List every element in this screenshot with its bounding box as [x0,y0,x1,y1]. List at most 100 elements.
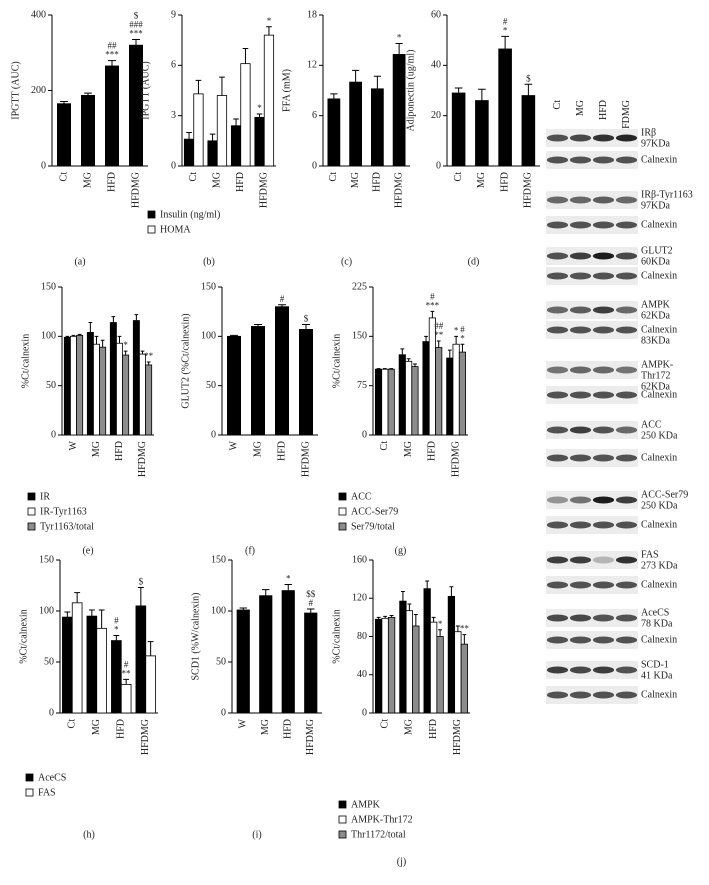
blot-target-label: ACC-Ser79 [641,489,688,500]
error-bar [209,133,216,141]
significance-mark: $ [134,11,139,21]
error-bar [462,634,467,645]
x-tick-label: HFDMG [523,172,534,208]
blot-band [546,454,569,462]
bar [71,602,83,714]
bar [216,95,228,167]
y-tick-label: 120 [352,593,367,604]
bar [132,320,140,436]
blot-target-label: 62KDa [641,310,670,321]
x-tick-label: HFD [276,441,287,461]
significance-mark: ** [144,351,154,361]
legend-swatch [338,507,347,516]
bar [387,616,396,714]
blot-band [615,156,638,164]
y-tick-label: 0 [362,429,367,440]
error-bar [64,611,71,618]
error-bar [88,322,93,333]
x-tick-label: HFD [114,441,125,461]
x-tick-label: Ct [67,719,78,729]
x-tick-label: MG [403,441,414,457]
bar [398,354,406,436]
blot-band [615,614,638,622]
bar [451,92,466,167]
blot-band [615,556,638,564]
bar [422,341,430,436]
blot-band [546,521,569,529]
error-bar [134,314,139,321]
significance-mark: ## [108,41,118,51]
error-bar [262,589,270,596]
y-tick-label: 200 [31,85,46,96]
bar [93,343,100,436]
panel-label: (b) [203,256,215,267]
bar [435,347,443,436]
legend-label: Tyr1163/total [40,521,94,532]
error-bar [266,26,272,36]
bar [327,98,341,167]
significance-mark: *** [426,300,440,310]
legend-swatch [338,522,347,531]
blot-band [592,196,615,204]
error-bar [302,323,310,330]
blot-band [546,614,569,622]
y-tick-label: 18 [307,9,317,20]
error-bar [455,625,460,632]
significance-mark: ** [122,668,132,678]
y-tick-label: 0 [49,707,54,718]
blot-band [546,306,569,314]
error-bar [501,35,509,49]
significance-mark: # [309,598,314,608]
blot-background [546,686,638,704]
bar [274,306,289,436]
bar [304,612,318,714]
significance-mark: * [397,33,402,43]
x-tick-label: MG [212,172,223,188]
x-tick-label: HFDMG [450,441,461,477]
blot-band [592,252,615,260]
x-tick-label: W [68,440,79,450]
blot-band [615,454,638,462]
panel-label: (h) [83,829,95,840]
bar [230,125,242,167]
blot-band [546,426,569,434]
blot-target-label: ACC [641,419,662,430]
error-bar [117,335,122,344]
x-tick-label: Ct [328,172,339,182]
legend-swatch [27,522,36,531]
blot-target-label: Thr172 [641,370,670,381]
error-bar [132,39,140,46]
bar [99,346,107,436]
x-tick-label: MG [91,441,102,457]
blot-target-label: 60KDa [641,256,670,267]
blot-background [546,491,638,509]
significance-mark: # [460,324,465,334]
blot-band [546,496,569,504]
blot-band [546,691,569,699]
x-tick-label: HFD [116,719,127,739]
y-tick-label: 150 [352,331,367,342]
blot-background [546,609,638,627]
y-tick-label: 100 [41,331,56,342]
error-bar [436,340,441,348]
error-bar [77,333,82,336]
blot-band [615,221,638,229]
x-tick-label: HFD [499,172,510,192]
x-tick-label: MG [91,719,102,735]
panel-label: (d) [468,256,480,267]
error-bar [65,335,70,338]
blot-target-label: 97KDa [641,200,670,211]
significance-mark: * [267,16,272,26]
error-bar [256,113,263,118]
x-tick-label: Ct [188,172,199,182]
x-tick-label: HFDMG [137,441,148,477]
blot-background [546,631,638,649]
y-tick-label: 0 [436,160,441,171]
legend-swatch [27,507,36,516]
bar [452,343,460,436]
bar [76,334,84,436]
y-tick-label: 225 [352,281,367,292]
error-bar [84,92,92,96]
blot-band [615,326,638,334]
